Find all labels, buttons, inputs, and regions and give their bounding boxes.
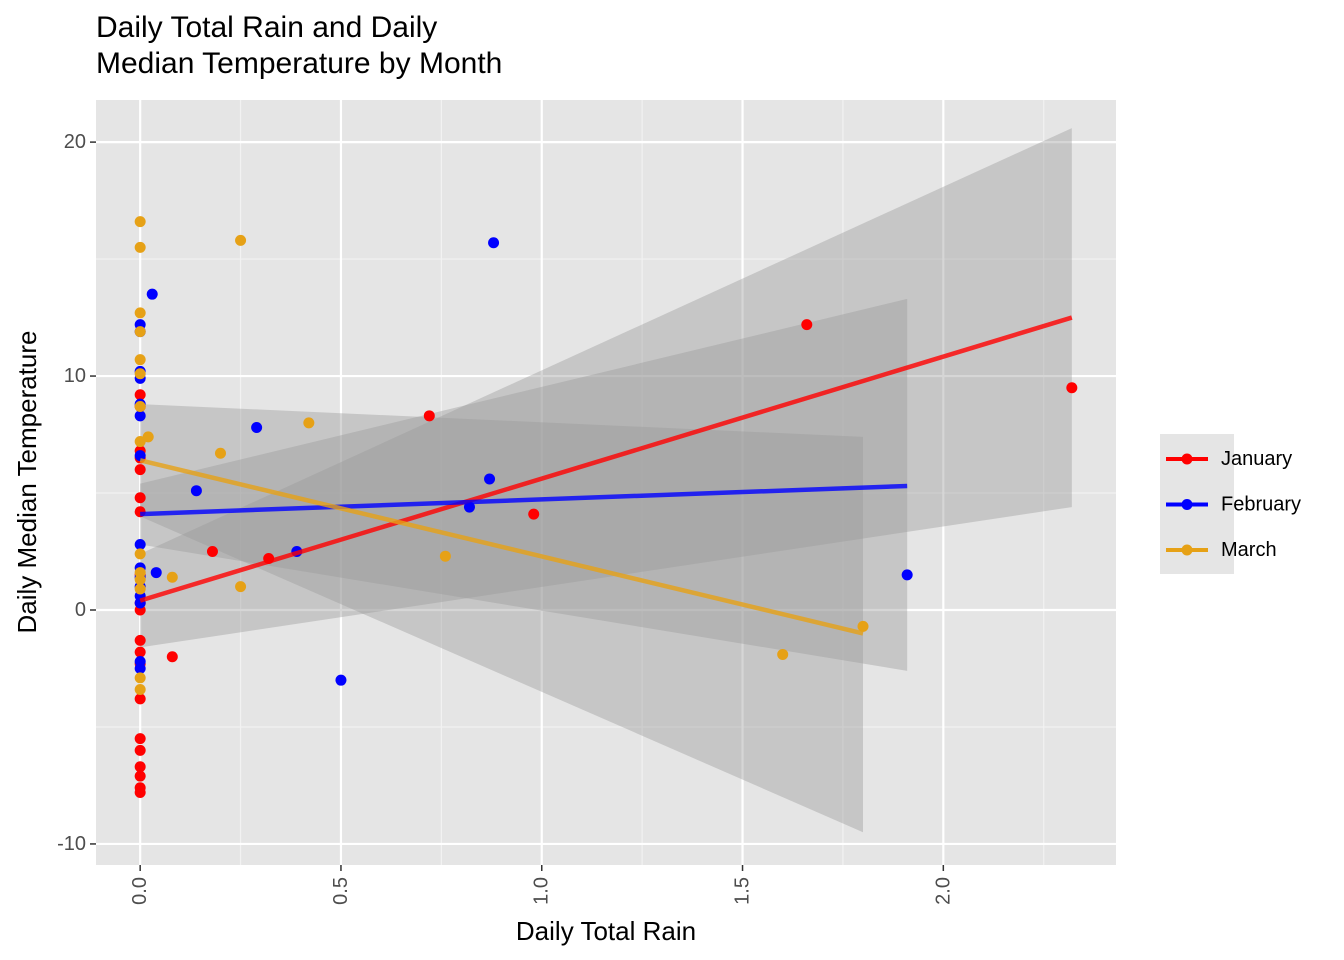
data-point-february [484, 473, 496, 485]
data-point-january [423, 410, 435, 422]
chart-title-line-2: Median Temperature by Month [96, 47, 503, 80]
data-point-march [134, 574, 146, 586]
x-tick-label: 2.0 [932, 877, 954, 905]
data-point-march [235, 581, 247, 593]
legend-key-point-march [1181, 544, 1193, 556]
data-point-february [190, 485, 202, 497]
data-point-january [528, 508, 540, 520]
data-point-january [134, 733, 146, 745]
data-point-march [777, 648, 789, 660]
data-point-february [134, 662, 146, 674]
y-axis-title: Daily Median Temperature [12, 331, 42, 634]
data-point-january [134, 646, 146, 658]
data-point-january [134, 634, 146, 646]
data-point-march [134, 241, 146, 253]
data-point-march [214, 447, 226, 459]
data-point-march [235, 234, 247, 246]
data-point-january [166, 651, 178, 663]
legend-label-march: March [1221, 539, 1277, 561]
x-tick-label: 1.5 [732, 877, 754, 905]
legend: January February March [1160, 434, 1301, 574]
data-point-february [488, 237, 500, 249]
data-point-february [134, 538, 146, 550]
fit-lines [139, 315, 1073, 636]
data-point-march [134, 583, 146, 595]
data-point-january [134, 389, 146, 401]
chart-title-line-1: Daily Total Rain and Daily [96, 11, 438, 44]
data-points [134, 216, 1078, 798]
data-point-march [134, 436, 146, 448]
y-tick-label: 0 [75, 599, 86, 621]
fit-line-january [139, 315, 1073, 603]
data-point-march [134, 548, 146, 560]
grid-major [96, 100, 1116, 865]
y-tick-label: 20 [64, 131, 86, 153]
data-point-march [303, 417, 315, 429]
data-point-february [335, 674, 347, 686]
data-point-january [1066, 382, 1078, 394]
ci-band-march [140, 404, 864, 833]
data-point-february [150, 567, 162, 579]
x-tick-label: 0.0 [129, 877, 151, 905]
grid-minor [96, 100, 1116, 865]
y-tick-label: 10 [64, 365, 86, 387]
x-axis: 0.0 0.5 1.0 1.5 2.0 [129, 865, 954, 905]
data-point-march [439, 550, 451, 562]
fit-line-february [140, 483, 908, 517]
legend-label-january: January [1221, 448, 1292, 470]
data-point-february [901, 569, 913, 581]
data-point-january [134, 761, 146, 773]
data-point-january [134, 786, 146, 798]
data-point-february [134, 410, 146, 422]
data-point-march [134, 400, 146, 412]
fit-line-march [139, 458, 864, 636]
data-point-march [134, 307, 146, 319]
y-axis: -10 0 10 20 [57, 131, 96, 855]
data-point-march [857, 620, 869, 632]
data-point-march [134, 216, 146, 228]
data-point-march [142, 431, 154, 443]
y-tick-label: -10 [57, 833, 86, 855]
data-point-march [134, 684, 146, 696]
data-point-january [134, 744, 146, 756]
data-point-january [134, 492, 146, 504]
x-axis-title: Daily Total Rain [516, 916, 696, 946]
data-point-january [206, 546, 218, 558]
data-point-march [134, 368, 146, 380]
data-point-january [801, 319, 813, 331]
data-point-february [134, 450, 146, 462]
x-tick-label: 0.5 [330, 877, 352, 905]
x-tick-label: 1.0 [531, 877, 553, 905]
data-point-january [134, 693, 146, 705]
data-point-march [166, 571, 178, 583]
data-point-january [134, 770, 146, 782]
data-point-february [251, 422, 263, 434]
data-point-january [134, 464, 146, 476]
plot-panel [96, 100, 1116, 865]
chart-title: Daily Total Rain and Daily Median Temper… [96, 10, 502, 82]
data-point-march [134, 354, 146, 366]
legend-key-point-february [1181, 499, 1193, 510]
legend-label-february: February [1221, 494, 1301, 516]
data-point-march [134, 672, 146, 684]
data-point-february [146, 288, 158, 300]
legend-key-point-january [1181, 453, 1193, 465]
data-point-march [134, 326, 146, 338]
